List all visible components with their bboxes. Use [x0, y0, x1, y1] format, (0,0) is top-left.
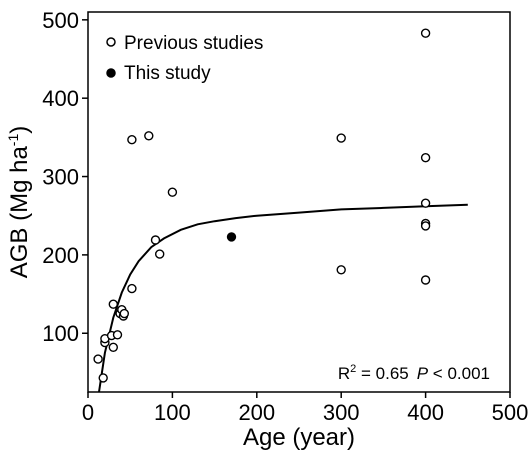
y-tick-label: 400 [42, 86, 79, 111]
x-tick-label: 400 [407, 400, 444, 425]
data-point-previous-study [127, 134, 137, 145]
data-points [93, 28, 431, 383]
data-point-previous-study [127, 283, 137, 294]
x-tick-label: 0 [82, 400, 94, 425]
y-axis-title-superscript: -1 [5, 134, 21, 147]
x-tick-label: 100 [154, 400, 191, 425]
data-point-previous-study [420, 152, 431, 163]
x-tick-label: 300 [323, 400, 360, 425]
y-axis-title: AGB (Mg ha-1) [5, 126, 33, 279]
y-axis: 100 200 300 400 500 [42, 8, 88, 346]
y-tick-label: 100 [42, 321, 79, 346]
legend: Previous studies This study [106, 33, 263, 84]
data-point-previous-study [108, 299, 119, 309]
data-point-previous-study [93, 354, 103, 364]
data-point-previous-study [167, 187, 178, 197]
data-point-this-study [226, 232, 237, 242]
data-point-previous-study [336, 133, 346, 143]
legend-marker-this-study [106, 68, 116, 78]
plot-area [87, 11, 511, 393]
data-point-previous-study [154, 249, 165, 259]
data-point-previous-study [150, 235, 161, 245]
x-axis-title: Age (year) [243, 424, 355, 451]
data-point-previous-study [336, 265, 346, 275]
data-point-previous-study [144, 131, 154, 141]
y-tick-label: 200 [42, 243, 79, 268]
x-tick-label: 200 [238, 400, 275, 425]
legend-label-previous-studies: Previous studies [124, 33, 263, 54]
data-point-previous-study [420, 221, 431, 231]
data-point-previous-study [108, 342, 119, 352]
data-point-previous-study [420, 28, 431, 38]
y-tick-label: 300 [42, 165, 79, 190]
data-point-previous-study [112, 330, 123, 340]
x-axis: 0 100 200 300 400 500 [82, 392, 528, 425]
data-point-previous-study [98, 373, 108, 383]
fit-statistics: R2 = 0.65 P < 0.001 [338, 363, 490, 383]
data-point-previous-study [420, 198, 431, 208]
data-point-previous-study [119, 308, 130, 319]
fit-curve [98, 203, 468, 393]
data-point-previous-study [420, 275, 431, 285]
legend-label-this-study: This study [124, 63, 211, 84]
legend-marker-previous-studies [106, 37, 116, 47]
y-tick-label: 500 [42, 8, 79, 33]
x-tick-label: 500 [492, 400, 529, 425]
r2-superscript: 2 [350, 363, 356, 375]
